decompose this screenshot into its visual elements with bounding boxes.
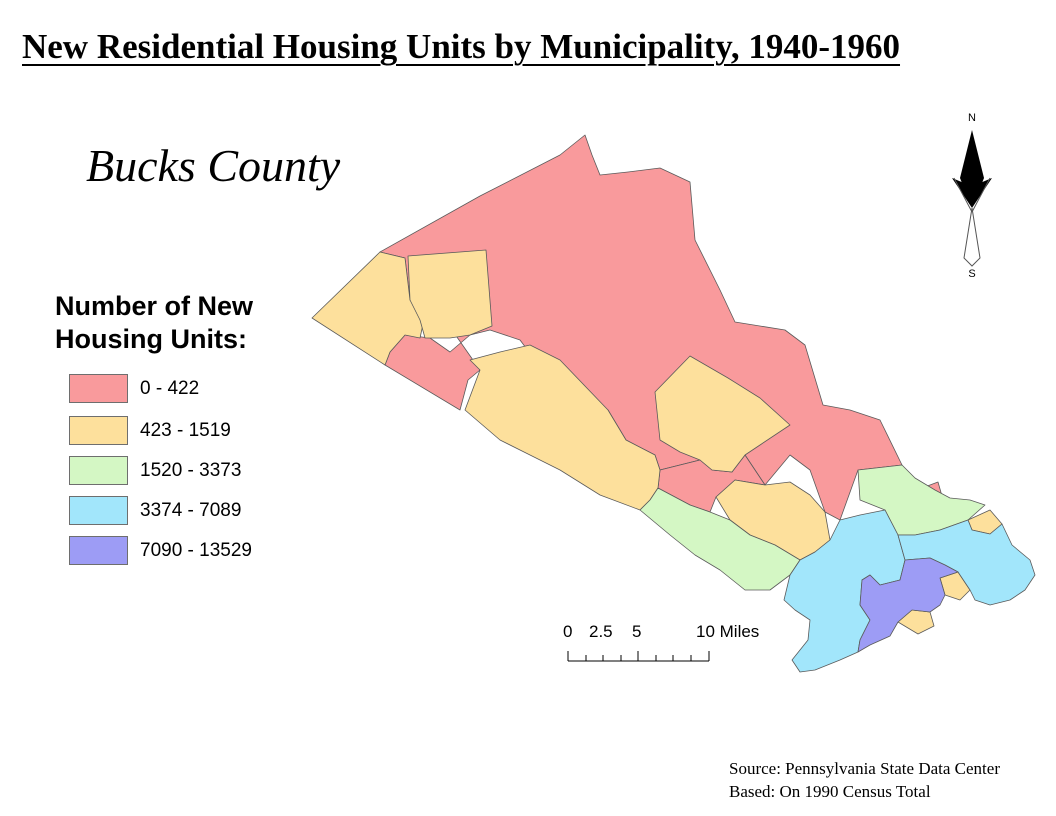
legend-label: 1520 - 3373 [140, 460, 242, 481]
source-line: Based: On 1990 Census Total [729, 782, 931, 801]
south-label: S [968, 268, 976, 280]
legend-title: Number of New Housing Units: [55, 291, 254, 354]
legend-label: 3374 - 7089 [140, 500, 242, 521]
legend-label: 7090 - 13529 [140, 540, 252, 561]
municipality-region [407, 249, 493, 339]
legend-swatch [69, 416, 128, 445]
legend-swatch [69, 456, 128, 485]
scale-label: 5 [632, 622, 642, 641]
map-title: New Residential Housing Units by Municip… [22, 27, 901, 66]
municipality-region [857, 557, 959, 653]
scale-label: 2.5 [589, 622, 613, 641]
legend-swatch [69, 536, 128, 565]
scale-bar: 0 2.5 5 10 Miles [555, 618, 785, 668]
legend-swatch [69, 374, 128, 403]
legend-swatch [69, 496, 128, 525]
municipality-region [639, 487, 801, 591]
legend-label: 0 - 422 [140, 378, 200, 399]
scale-bar-graphic [567, 651, 710, 662]
scale-label: 0 [563, 622, 573, 641]
north-arrow-icon [952, 130, 992, 267]
source-note: Source: Pennsylvania State Data Center B… [729, 757, 1054, 803]
north-arrow: N S [940, 108, 1004, 284]
source-line: Source: Pennsylvania State Data Center [729, 759, 1000, 778]
scale-label: 10 Miles [696, 622, 760, 641]
legend-label: 423 - 1519 [140, 420, 231, 441]
municipality-region [654, 355, 791, 473]
north-label: N [968, 112, 976, 124]
county-label: Bucks County [86, 140, 341, 191]
